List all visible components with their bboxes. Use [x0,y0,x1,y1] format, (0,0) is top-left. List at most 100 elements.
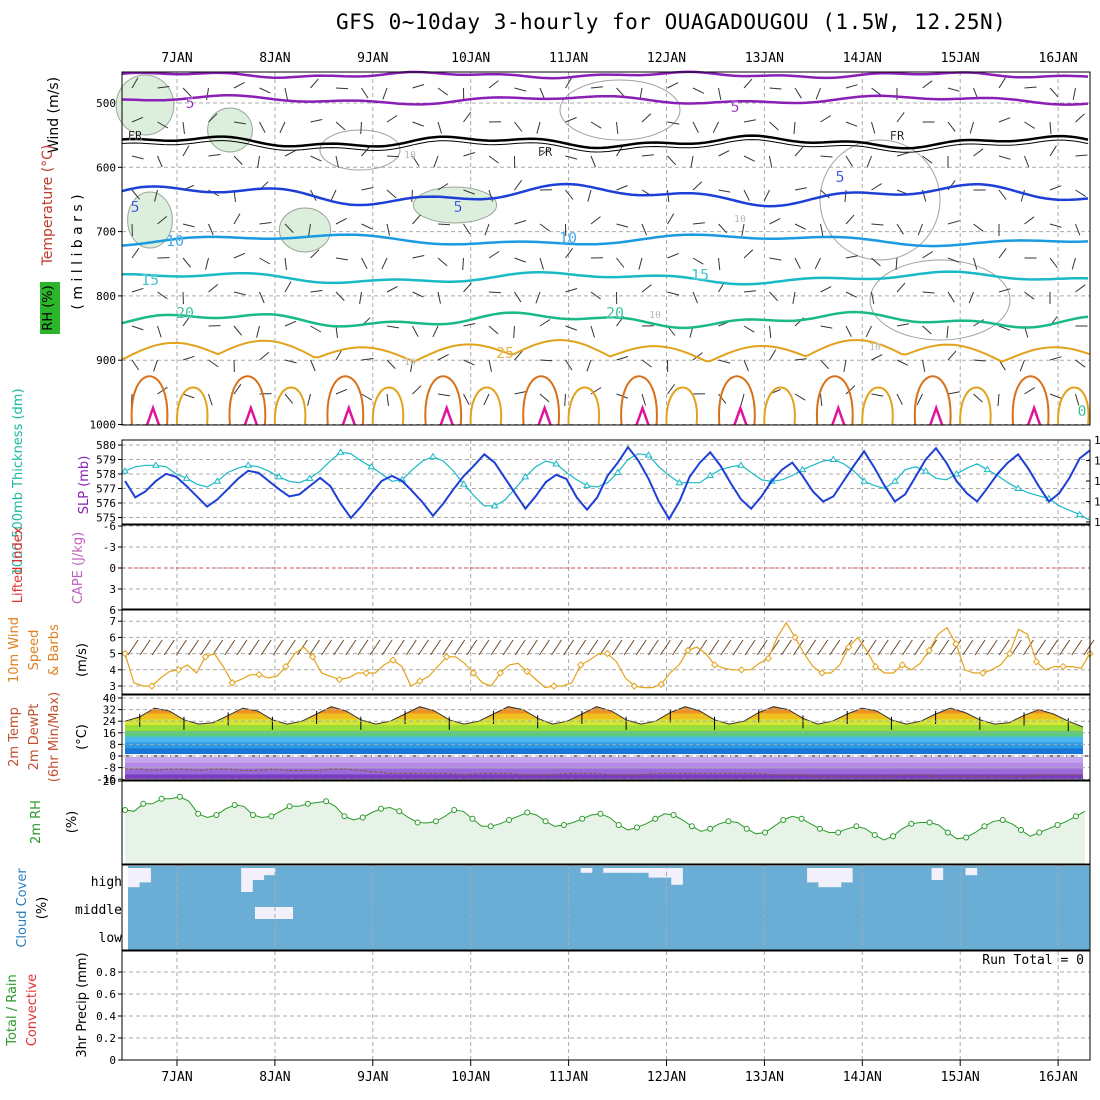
wind10m-point [282,662,290,671]
wind-barb [310,249,320,259]
wind-barb [437,87,448,96]
wind-barb [1024,155,1030,168]
precip-tick: 0 [109,1054,116,1067]
run-total: Run Total = 0 [982,953,1084,968]
wind-barb [514,87,527,92]
rh2m-point [1036,829,1043,836]
wind-barb [973,393,983,403]
wind-barb [433,155,439,168]
wind-barb [815,87,821,100]
wind10m-barb [732,639,744,656]
wind10m-barb [212,639,224,656]
precip-units: 3hr Precip (mm) [75,952,90,1057]
wind-barb [565,77,573,89]
wind-barb [895,257,898,271]
rh2m-point [158,795,165,802]
temp-bands [125,706,1083,780]
pressure-tick: 500 [96,97,116,110]
cloud-label: Cloud Cover [15,868,30,948]
wind-barb [335,388,348,395]
wind10m-barb [466,639,478,656]
wind-barb [871,393,884,397]
rh2m-point [304,800,311,807]
wind-barb [871,87,882,96]
wind10m-barb [502,639,514,656]
wind-barb [743,189,750,201]
wind10m-barb [901,639,913,656]
wind-barb [208,359,219,368]
wind-barb [871,223,884,226]
temp-contour-30-b [273,386,307,426]
wind-barb [539,359,553,362]
wind-barb [206,87,209,100]
temp2m-line [124,706,1084,728]
wind-barb [412,291,424,298]
wind10m-point [845,643,853,651]
wind10m-point [228,679,236,687]
wind-barb [638,257,643,270]
precip-label-b: Convective [25,974,40,1047]
contour-label: 10 [649,310,661,321]
cloud-high-clear [965,868,978,876]
wind-barb [565,248,574,259]
thickness-tick: 579 [96,454,116,467]
freezing-level-contour-b [121,139,1089,153]
wind-barb [845,385,856,395]
temp-color-band [125,724,1083,731]
wind-barb [641,223,647,236]
wind-barb [182,145,190,157]
wind10m-point [174,666,183,674]
thickness-point [583,481,591,489]
wind-barb [386,325,399,329]
wind-barb [259,352,270,361]
rh-axis-label: RH (%) [41,285,56,330]
contour-label: 20 [606,304,624,322]
wind-barb [437,257,448,267]
wind-barb [335,291,345,301]
temp-contour-30-b [959,386,992,426]
wind-barb [590,155,596,168]
wind-barb [973,359,986,362]
wind-barb [718,257,721,270]
wind-barb [896,393,903,405]
wind-barb [536,121,541,134]
li-tick: 0 [109,562,116,575]
temp2m-label-a: 2m Temp [7,707,22,767]
contour-label: 10 [734,214,746,225]
cloud-high-clear [139,868,151,883]
temp-contour-35 [635,404,650,426]
top-day-label: 9JAN [357,51,388,66]
wind-barb [157,386,168,395]
thickness-point [1075,510,1084,518]
wind-barb [410,359,413,372]
wind10m-barb [417,639,429,656]
wind-barb [641,284,652,293]
wind-barb [845,255,858,259]
wind-barb [740,393,745,406]
wind-barb [769,218,781,225]
wind10m-barb [998,639,1010,656]
wind-barb [1075,113,1085,123]
rh2m-point [725,818,732,825]
rh2m-point [414,819,421,826]
wind-barb [845,291,858,298]
wind-barb [539,87,545,100]
wind-barb [284,257,287,270]
wind-barb [330,189,337,202]
rh2m-point [743,825,750,832]
cloud-high-clear [241,868,253,892]
wind-barb [565,359,573,371]
wind-barb [922,291,935,294]
wind10m-barb [780,639,792,656]
temp-contour-30 [326,375,365,426]
temp-contour-5 [121,182,1089,208]
temp-color-band [125,729,1083,737]
thickness-point [891,477,899,484]
wind-barb [386,155,400,158]
wind-barb [1019,359,1025,372]
rh2m-point [670,812,677,818]
wind-barb [483,393,490,406]
wind-barb [335,325,338,338]
temp-contour-30-b [1057,386,1090,426]
wind-barb [587,189,592,202]
